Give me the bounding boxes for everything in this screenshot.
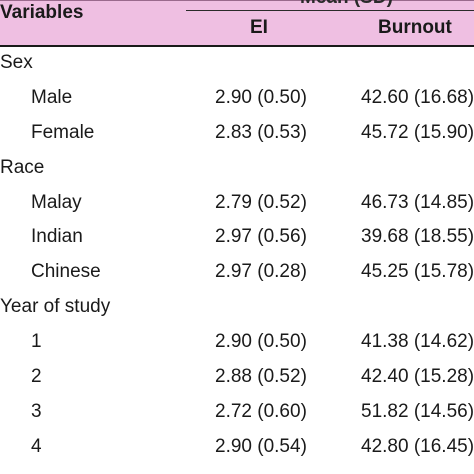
row-label: Chinese bbox=[31, 261, 101, 282]
ei-value: 2.88 (0.52) bbox=[215, 366, 307, 387]
burnout-value: 41.38 (14.62) bbox=[361, 331, 474, 352]
burnout-value: 42.60 (16.68) bbox=[361, 87, 474, 108]
ei-value: 2.90 (0.50) bbox=[215, 331, 307, 352]
ei-value: 2.90 (0.50) bbox=[215, 87, 307, 108]
ei-value: 2.97 (0.56) bbox=[215, 226, 307, 247]
row-label: Indian bbox=[31, 226, 83, 247]
ei-value: 2.79 (0.52) bbox=[215, 192, 307, 213]
group-row-sex: Sex bbox=[0, 48, 474, 78]
row-label: 4 bbox=[31, 436, 42, 457]
table-row: Chinese 2.97 (0.28) 45.25 (15.78) bbox=[0, 257, 474, 287]
burnout-value: 45.72 (15.90) bbox=[361, 122, 474, 143]
row-label: 1 bbox=[31, 331, 42, 352]
ei-column-header: EI bbox=[250, 17, 268, 38]
table-row: Female 2.83 (0.53) 45.72 (15.90) bbox=[0, 118, 474, 148]
burnout-value: 46.73 (14.85) bbox=[361, 192, 474, 213]
row-label: Female bbox=[31, 122, 95, 143]
burnout-value: 42.40 (15.28) bbox=[361, 366, 474, 387]
table-row: Male 2.90 (0.50) 42.60 (16.68) bbox=[0, 83, 474, 113]
burnout-value: 51.82 (14.56) bbox=[361, 401, 474, 422]
row-label: 3 bbox=[31, 401, 42, 422]
table-row: 2 2.88 (0.52) 42.40 (15.28) bbox=[0, 362, 474, 392]
group-row-race: Race bbox=[0, 153, 474, 183]
row-label: Male bbox=[31, 87, 73, 108]
row-label: 2 bbox=[31, 366, 42, 387]
header-bottom-rule bbox=[0, 45, 474, 47]
ei-value: 2.72 (0.60) bbox=[215, 401, 307, 422]
row-label: Malay bbox=[31, 192, 82, 213]
table-row: 4 2.90 (0.54) 42.80 (16.45) bbox=[0, 432, 474, 462]
ei-value: 2.83 (0.53) bbox=[215, 122, 307, 143]
table-row: Indian 2.97 (0.56) 39.68 (18.55) bbox=[0, 222, 474, 252]
burnout-value: 42.80 (16.45) bbox=[361, 436, 474, 457]
group-label: Race bbox=[0, 157, 45, 178]
table-row: Malay 2.79 (0.52) 46.73 (14.85) bbox=[0, 188, 474, 218]
mean-sd-heading: Mean (SD) bbox=[300, 0, 393, 9]
ei-value: 2.97 (0.28) bbox=[215, 261, 307, 282]
burnout-value: 39.68 (18.55) bbox=[361, 226, 474, 247]
group-label: Year of study bbox=[0, 296, 111, 317]
header-top-rule bbox=[0, 0, 474, 1]
ei-value: 2.90 (0.54) bbox=[215, 436, 307, 457]
burnout-value: 45.25 (15.78) bbox=[361, 261, 474, 282]
table-row: 1 2.90 (0.50) 41.38 (14.62) bbox=[0, 327, 474, 357]
table-row: 3 2.72 (0.60) 51.82 (14.56) bbox=[0, 397, 474, 427]
variables-column-header: Variables bbox=[0, 2, 84, 23]
burnout-column-header: Burnout bbox=[378, 17, 452, 38]
table-header: Mean (SD) Variables EI Burnout bbox=[0, 0, 474, 45]
spanner-rule bbox=[186, 10, 474, 11]
group-row-year-of-study: Year of study bbox=[0, 292, 474, 322]
group-label: Sex bbox=[0, 52, 33, 73]
